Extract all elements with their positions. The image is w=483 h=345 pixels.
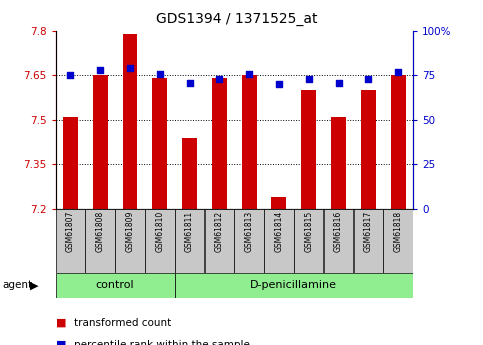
Bar [93,76,108,209]
FancyBboxPatch shape [145,209,174,273]
Text: ■: ■ [56,318,66,327]
Text: GSM61809: GSM61809 [126,211,134,252]
FancyBboxPatch shape [115,209,145,273]
Bar [242,76,256,209]
FancyBboxPatch shape [384,209,413,273]
Bar [212,78,227,209]
Bar [182,138,197,209]
FancyBboxPatch shape [205,209,234,273]
Text: transformed count: transformed count [74,318,171,327]
Bar [391,76,406,209]
Text: GSM61818: GSM61818 [394,211,402,252]
FancyBboxPatch shape [354,209,383,273]
Point [185,80,193,85]
Bar [152,78,167,209]
Text: GSM61811: GSM61811 [185,211,194,252]
Bar [271,197,286,209]
Text: D-penicillamine: D-penicillamine [250,280,337,290]
Text: percentile rank within the sample: percentile rank within the sample [74,340,250,345]
Text: agent: agent [2,280,32,290]
Point [215,76,223,82]
Bar [63,117,78,209]
Text: GSM61816: GSM61816 [334,211,343,252]
Text: control: control [96,280,134,290]
FancyBboxPatch shape [234,209,264,273]
FancyBboxPatch shape [175,273,413,298]
FancyBboxPatch shape [56,273,175,298]
Text: GDS1394 / 1371525_at: GDS1394 / 1371525_at [156,12,317,26]
Text: GSM61812: GSM61812 [215,211,224,252]
Text: GSM61815: GSM61815 [304,211,313,252]
Bar [331,117,346,209]
Bar [361,90,376,209]
Point [394,69,402,75]
FancyBboxPatch shape [175,209,204,273]
Point [97,67,104,73]
Text: GSM61807: GSM61807 [66,211,75,252]
Point [67,73,74,78]
Point [126,66,134,71]
Point [364,76,372,82]
Text: GSM61808: GSM61808 [96,211,105,252]
FancyBboxPatch shape [85,209,115,273]
FancyBboxPatch shape [56,209,85,273]
Point [156,71,164,77]
Text: GSM61817: GSM61817 [364,211,373,252]
Text: ▶: ▶ [30,280,39,290]
FancyBboxPatch shape [264,209,294,273]
Text: GSM61813: GSM61813 [245,211,254,252]
Point [335,80,342,85]
Text: GSM61810: GSM61810 [156,211,164,252]
Text: ■: ■ [56,340,66,345]
Point [305,76,313,82]
Text: GSM61814: GSM61814 [274,211,284,252]
Point [245,71,253,77]
Bar [301,90,316,209]
FancyBboxPatch shape [324,209,353,273]
Bar [123,34,138,209]
Point [275,82,283,87]
FancyBboxPatch shape [294,209,324,273]
